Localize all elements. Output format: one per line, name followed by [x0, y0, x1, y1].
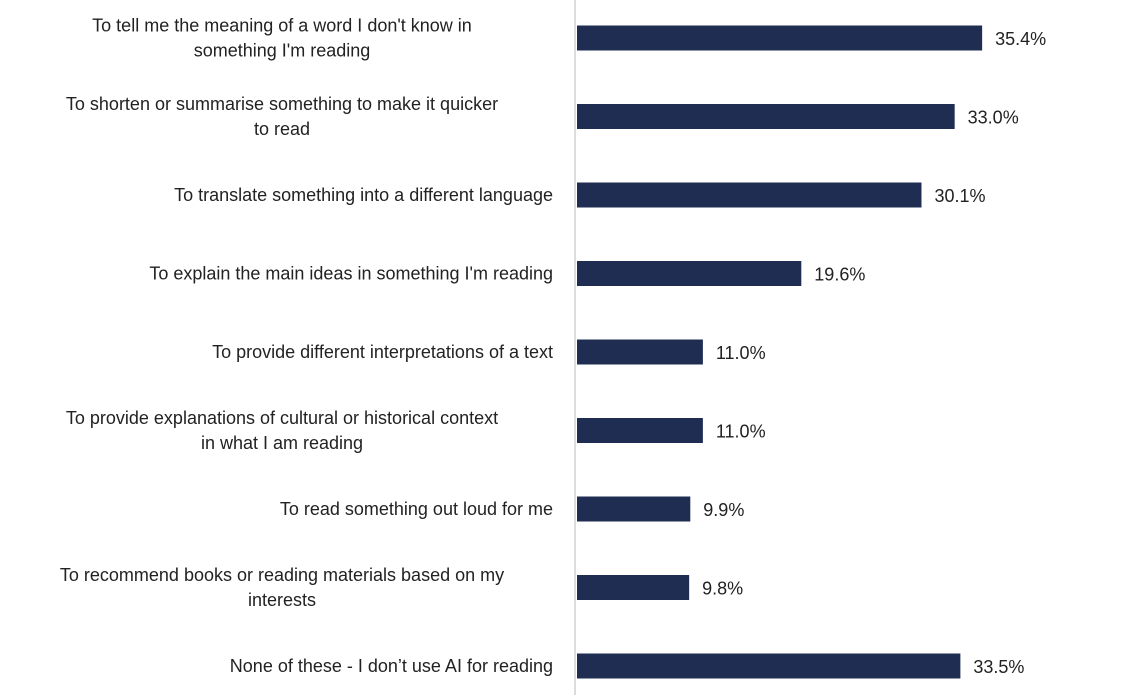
- category-label-4: To explain the main ideas in something I…: [149, 264, 553, 284]
- bar-8: [577, 575, 690, 600]
- value-label-5: 11.0%: [716, 343, 766, 363]
- value-label-8: 9.8%: [702, 579, 743, 599]
- category-label-3: To translate something into a different …: [174, 185, 553, 205]
- bar-7: [577, 496, 691, 522]
- category-label-line: something I'm reading: [194, 41, 371, 61]
- value-label-4: 19.6%: [814, 265, 865, 285]
- category-label-line: To read something out loud for me: [280, 499, 553, 519]
- category-label-line: To provide different interpretations of …: [212, 342, 553, 362]
- category-label-2: To shorten or summarise something to mak…: [66, 94, 498, 139]
- category-labels-group: To tell me the meaning of a word I don't…: [60, 16, 553, 677]
- category-label-6: To provide explanations of cultural or h…: [66, 408, 498, 453]
- bar-2: [577, 104, 955, 129]
- bar-9: [577, 653, 961, 679]
- category-label-line: To tell me the meaning of a word I don't…: [92, 16, 472, 36]
- category-label-1: To tell me the meaning of a word I don't…: [92, 16, 472, 61]
- bar-3: [577, 182, 922, 208]
- category-label-line: To recommend books or reading materials …: [60, 565, 504, 585]
- category-label-8: To recommend books or reading materials …: [60, 565, 504, 610]
- category-label-9: None of these - I don’t use AI for readi…: [230, 656, 553, 676]
- category-label-line: to read: [254, 119, 310, 139]
- value-label-2: 33.0%: [968, 108, 1019, 128]
- category-label-line: interests: [248, 590, 316, 610]
- category-label-line: in what I am reading: [201, 433, 363, 453]
- category-label-line: None of these - I don’t use AI for readi…: [230, 656, 553, 676]
- category-label-line: To provide explanations of cultural or h…: [66, 408, 498, 428]
- bar-1: [577, 25, 983, 51]
- value-label-7: 9.9%: [703, 500, 744, 520]
- bar-4: [577, 261, 802, 286]
- value-labels-group: 35.4% 33.0% 30.1% 19.6% 11.0% 11.0% 9.9% 9.8% 33…: [702, 29, 1046, 677]
- category-label-7: To read something out loud for me: [280, 499, 553, 519]
- category-label-line: To explain the main ideas in something I…: [149, 264, 553, 284]
- bar-6: [577, 418, 703, 443]
- value-label-6: 11.0%: [716, 422, 766, 442]
- bar-5: [577, 339, 703, 365]
- category-label-line: To translate something into a different …: [174, 185, 553, 205]
- bars-group: [577, 25, 983, 679]
- value-label-1: 35.4%: [995, 29, 1046, 49]
- value-label-9: 33.5%: [973, 657, 1024, 677]
- value-label-3: 30.1%: [934, 186, 985, 206]
- category-label-line: To shorten or summarise something to mak…: [66, 94, 498, 114]
- category-label-5: To provide different interpretations of …: [212, 342, 553, 362]
